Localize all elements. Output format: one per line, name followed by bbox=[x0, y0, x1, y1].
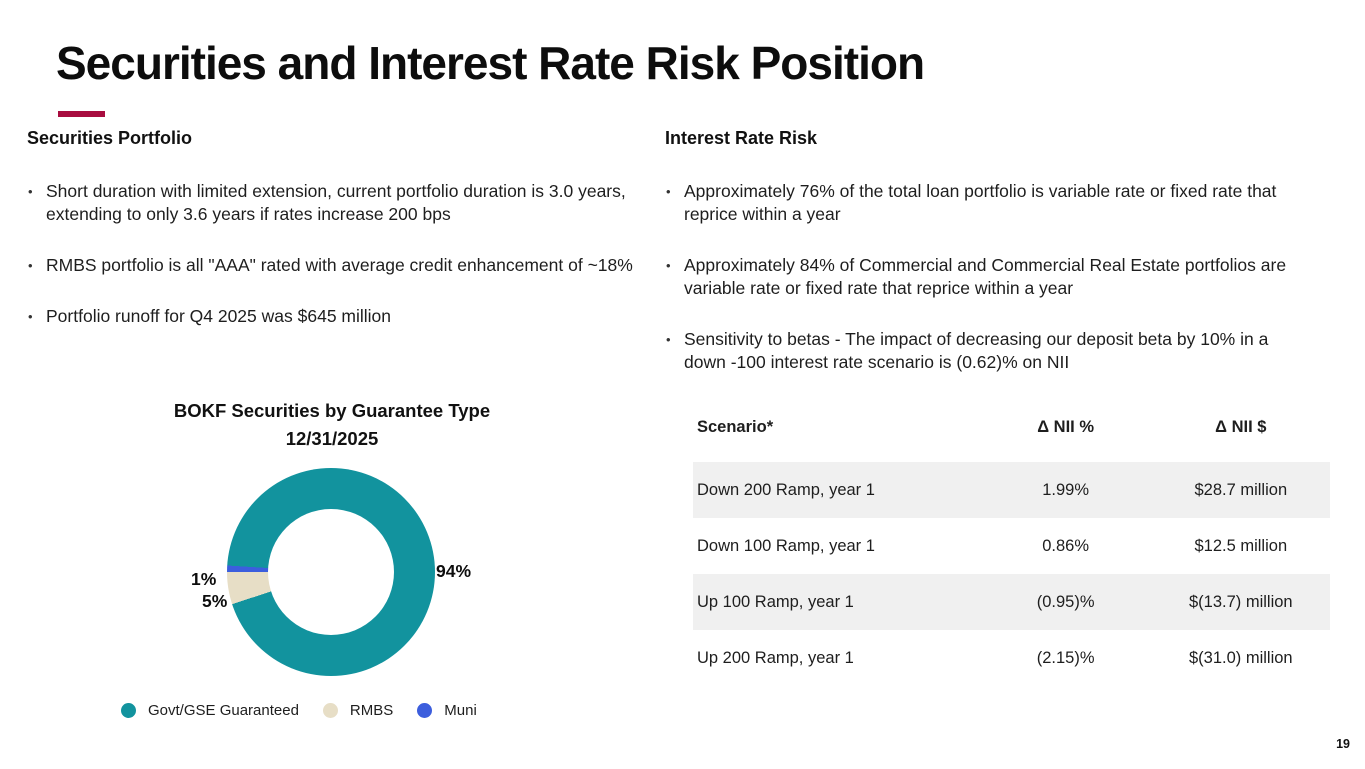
legend-label-rmbs: RMBS bbox=[349, 702, 394, 719]
interest-rate-risk-bullets: Approximately 76% of the total loan port… bbox=[665, 180, 1305, 374]
securities-portfolio-bullets: Short duration with limited extension, c… bbox=[27, 180, 652, 328]
chart-title-line2: 12/31/2025 bbox=[285, 428, 379, 449]
table-cell-scenario: Down 100 Ramp, year 1 bbox=[697, 536, 875, 555]
table-row: Down 100 Ramp, year 1 0.86% $12.5 millio… bbox=[693, 518, 1330, 574]
page-title: Securities and Interest Rate Risk Positi… bbox=[56, 37, 925, 89]
chart-legend: Govt/GSE Guaranteed RMBS Muni bbox=[121, 702, 501, 719]
page-number: 19 bbox=[1336, 737, 1350, 751]
donut-hole bbox=[268, 509, 394, 635]
legend-label-muni: Muni bbox=[444, 702, 477, 719]
chart-title-line1: BOKF Securities by Guarantee Type bbox=[173, 400, 491, 421]
table-row: Down 200 Ramp, year 1 1.99% $28.7 millio… bbox=[693, 462, 1330, 518]
donut-ring bbox=[227, 468, 435, 676]
bullet-item: Sensitivity to betas - The impact of dec… bbox=[665, 328, 1305, 374]
legend-dot-muni bbox=[417, 703, 433, 718]
legend-dot-rmbs bbox=[322, 703, 338, 718]
table-row: Up 100 Ramp, year 1 (0.95)% $(13.7) mill… bbox=[693, 574, 1330, 630]
table-cell-nii-dollar: $28.7 million bbox=[1194, 480, 1288, 499]
donut-label-rmbs: 5% bbox=[202, 591, 228, 611]
legend-item-muni: Muni bbox=[417, 702, 477, 719]
bullet-item: Approximately 84% of Commercial and Comm… bbox=[665, 254, 1305, 300]
table-header-nii-dollar: Δ NII $ bbox=[1215, 418, 1267, 436]
table-cell-nii-pct: (2.15)% bbox=[1036, 648, 1095, 667]
donut-label-muni: 1% bbox=[191, 569, 217, 589]
table-cell-nii-pct: 1.99% bbox=[1042, 480, 1090, 499]
bullet-item: Short duration with limited extension, c… bbox=[27, 180, 646, 226]
securities-portfolio-section: Securities Portfolio Short duration with… bbox=[27, 128, 652, 356]
table-header-row: Scenario* Δ NII % Δ NII $ bbox=[693, 412, 1330, 462]
table-cell-nii-pct: 0.86% bbox=[1042, 536, 1090, 555]
table-header-nii-pct: Δ NII % bbox=[1037, 418, 1095, 436]
securities-portfolio-heading: Securities Portfolio bbox=[27, 128, 193, 148]
table-cell-scenario: Up 200 Ramp, year 1 bbox=[697, 648, 854, 667]
legend-dot-govt bbox=[121, 703, 136, 718]
bullet-item: Portfolio runoff for Q4 2025 was $645 mi… bbox=[27, 305, 646, 328]
legend-item-rmbs: RMBS bbox=[322, 702, 394, 719]
donut-label-govt: 94% bbox=[436, 561, 472, 581]
table-cell-nii-dollar: $(13.7) million bbox=[1188, 592, 1293, 611]
table-cell-nii-pct: (0.95)% bbox=[1036, 592, 1095, 611]
table-cell-nii-dollar: $(31.0) million bbox=[1188, 648, 1293, 667]
table-cell-scenario: Down 200 Ramp, year 1 bbox=[697, 480, 875, 499]
interest-rate-risk-heading: Interest Rate Risk bbox=[665, 128, 818, 148]
table-cell-nii-dollar: $12.5 million bbox=[1194, 536, 1288, 555]
chart-title: BOKF Securities by Guarantee Type 12/31/… bbox=[122, 397, 542, 453]
table-row: Up 200 Ramp, year 1 (2.15)% $(31.0) mill… bbox=[693, 630, 1330, 686]
interest-rate-risk-section: Interest Rate Risk Approximately 76% of … bbox=[665, 128, 1305, 402]
table-header-scenario: Scenario* bbox=[697, 418, 774, 436]
legend-label-govt: Govt/GSE Guaranteed bbox=[148, 702, 299, 719]
legend-item-govt: Govt/GSE Guaranteed bbox=[121, 702, 299, 719]
bullet-item: RMBS portfolio is all "AAA" rated with a… bbox=[27, 254, 646, 277]
table-cell-scenario: Up 100 Ramp, year 1 bbox=[697, 592, 854, 611]
nii-scenario-table: Scenario* Δ NII % Δ NII $ Down 200 Ramp,… bbox=[693, 412, 1330, 686]
title-accent-bar bbox=[58, 111, 105, 117]
bullet-item: Approximately 76% of the total loan port… bbox=[665, 180, 1305, 226]
